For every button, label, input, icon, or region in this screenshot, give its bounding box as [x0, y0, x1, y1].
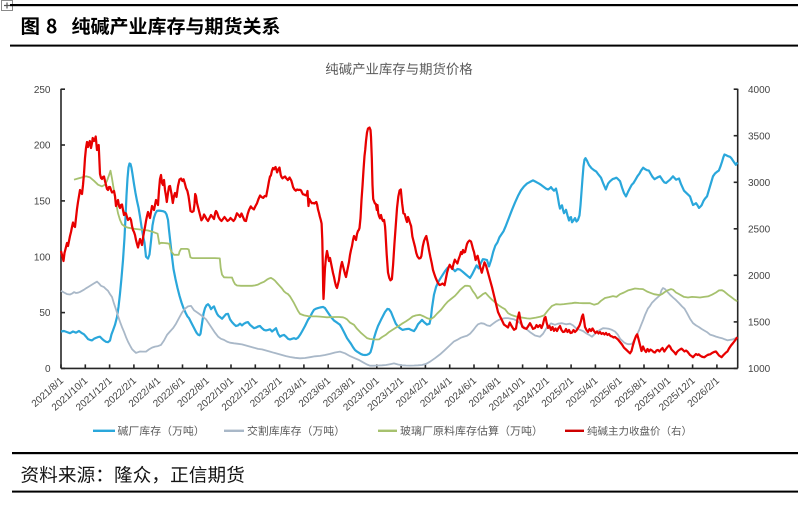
svg-text:200: 200 — [34, 141, 51, 152]
svg-text:1500: 1500 — [748, 318, 771, 329]
svg-text:2000: 2000 — [748, 271, 771, 282]
svg-text:3500: 3500 — [748, 131, 771, 142]
svg-text:150: 150 — [34, 197, 51, 208]
svg-text:50: 50 — [39, 308, 51, 319]
svg-text:0: 0 — [45, 364, 51, 375]
svg-text:4000: 4000 — [748, 85, 771, 96]
svg-text:2500: 2500 — [748, 224, 771, 235]
svg-text:100: 100 — [34, 252, 51, 263]
svg-text:250: 250 — [34, 85, 51, 96]
svg-text:3000: 3000 — [748, 178, 771, 189]
svg-text:1000: 1000 — [748, 364, 771, 375]
